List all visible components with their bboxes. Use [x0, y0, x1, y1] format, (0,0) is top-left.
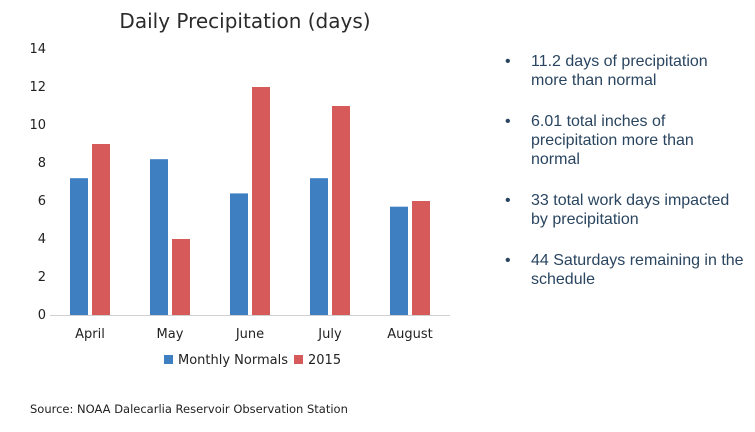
note-text: 6.01 total inches of precipitation more …	[531, 113, 694, 168]
y-tick-label: 8	[38, 156, 46, 171]
bar-monthly-normals	[150, 159, 168, 315]
x-tick-label: July	[317, 327, 342, 342]
bar-2015	[252, 87, 270, 315]
bar-monthly-normals	[310, 178, 328, 315]
bar-2015	[172, 239, 190, 315]
legend: Monthly Normals 2015	[164, 353, 341, 368]
bar-2015	[412, 201, 430, 315]
notes-list: • 11.2 days of precipitation more than no…	[505, 52, 745, 311]
note-item: • 6.01 total inches of precipitation more…	[505, 112, 745, 169]
note-text: 11.2 days of precipitation more than nor…	[531, 53, 708, 89]
bullet-icon: •	[505, 113, 511, 130]
y-tick-label: 2	[38, 270, 46, 285]
x-tick-label: April	[75, 327, 105, 342]
legend-swatch	[294, 355, 303, 364]
precipitation-chart: Daily Precipitation (days) 0 2 4 6 8 10 12 14 A…	[29, 9, 450, 368]
bullet-icon: •	[505, 53, 511, 70]
note-item: • 33 total work days impacted by precipit…	[505, 191, 745, 229]
chart-title: Daily Precipitation (days)	[119, 9, 370, 33]
note-item: • 44 Saturdays remaining in the schedule	[505, 251, 745, 289]
bullet-icon: •	[505, 192, 511, 209]
note-text: 33 total work days impacted by precipita…	[531, 192, 730, 228]
y-axis: 0 2 4 6 8 10 12 14	[29, 42, 46, 323]
legend-label: 2015	[308, 353, 341, 368]
x-tick-label: May	[157, 327, 184, 342]
y-tick-label: 14	[29, 42, 46, 57]
bar-monthly-normals	[230, 193, 248, 315]
y-tick-label: 10	[29, 118, 46, 133]
bar-monthly-normals	[70, 178, 88, 315]
y-tick-label: 0	[38, 308, 46, 323]
y-tick-label: 12	[29, 80, 46, 95]
bars	[70, 87, 430, 315]
source-note: Source: NOAA Dalecarlia Reservoir Observ…	[30, 402, 348, 416]
legend-swatch	[164, 355, 173, 364]
bullet-icon: •	[505, 252, 511, 269]
legend-label: Monthly Normals	[178, 353, 288, 368]
y-tick-label: 6	[38, 194, 46, 209]
x-tick-label: June	[235, 327, 264, 342]
bar-2015	[332, 106, 350, 315]
note-item: • 11.2 days of precipitation more than no…	[505, 52, 745, 90]
bar-monthly-normals	[390, 206, 408, 315]
y-tick-label: 4	[38, 232, 46, 247]
x-tick-label: August	[387, 327, 433, 342]
bar-2015	[92, 144, 110, 315]
note-text: 44 Saturdays remaining in the schedule	[531, 252, 744, 288]
x-axis: April May June July August	[75, 327, 433, 342]
